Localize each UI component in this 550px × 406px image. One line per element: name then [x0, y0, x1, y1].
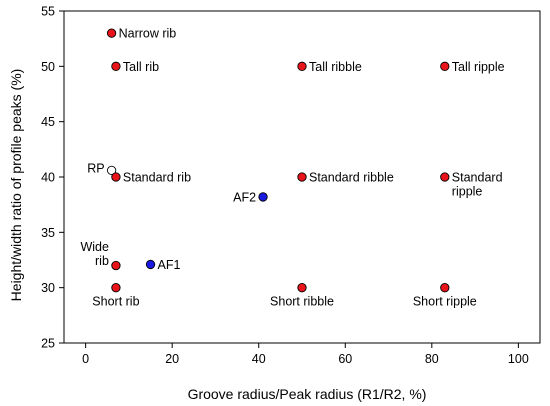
- x-tick-label: 20: [165, 352, 179, 366]
- y-tick-label: 40: [41, 171, 55, 185]
- data-point: [440, 61, 450, 71]
- point-labels: Narrow rib Tall rib Tall ribble Tall ripple…: [80, 27, 504, 309]
- point-label-line: Short ribble: [270, 295, 334, 309]
- data-point: [106, 165, 117, 176]
- data-point: [440, 283, 450, 293]
- point-label: Standard ribble: [309, 171, 394, 185]
- point-label-line: AF1: [158, 258, 181, 272]
- data-point: [111, 260, 121, 271]
- y-tick-label: 45: [41, 115, 55, 129]
- point-label: Short ribble: [270, 295, 334, 309]
- point-label: Tall ribble: [309, 60, 362, 74]
- y-tick-label: 35: [41, 226, 55, 240]
- data-point: [111, 172, 121, 182]
- point-label-line: rib: [95, 254, 109, 268]
- point-label: AF1: [158, 258, 181, 272]
- point-label: Short rib: [92, 295, 139, 309]
- x-tick-label: 80: [425, 352, 439, 366]
- data-point: [297, 61, 307, 71]
- data-point: [440, 172, 450, 182]
- data-point: [106, 28, 117, 38]
- data-point: [297, 172, 307, 182]
- data-point: [145, 259, 156, 270]
- point-label-line: AF2: [233, 190, 256, 204]
- point-label-line: Standard rib: [123, 171, 191, 185]
- point-label-line: Wide: [80, 240, 109, 254]
- point-label-line: RP: [87, 161, 104, 175]
- x-tick-label: 0: [82, 352, 89, 366]
- point-label: Wide rib: [80, 240, 109, 268]
- point-label-line: Standard: [452, 171, 503, 185]
- x-tick-label: 40: [252, 352, 266, 366]
- point-label-line: Standard ribble: [309, 171, 394, 185]
- point-label: Short ripple: [413, 295, 477, 309]
- point-label: AF2: [233, 190, 256, 204]
- point-label-line: Narrow rib: [119, 27, 177, 41]
- data-point: [258, 192, 268, 202]
- x-tick-label: 60: [338, 352, 352, 366]
- data-point: [111, 283, 121, 293]
- data-points: [106, 28, 450, 293]
- point-label-line: Short ripple: [413, 295, 477, 309]
- point-label: Standard rib: [123, 171, 191, 185]
- point-label-line: Tall ripple: [452, 60, 505, 74]
- point-label-line: Short rib: [92, 295, 139, 309]
- point-label: Standard ripple: [452, 171, 503, 199]
- y-tick-label: 30: [41, 281, 55, 295]
- point-label: Tall ripple: [452, 60, 505, 74]
- y-tick-label: 55: [41, 5, 55, 19]
- point-label-line: ripple: [452, 185, 483, 199]
- point-label-line: Tall rib: [123, 60, 159, 74]
- data-point: [111, 61, 121, 71]
- y-tick-label: 25: [41, 337, 55, 351]
- point-label-line: Tall ribble: [309, 60, 362, 74]
- point-label: RP: [87, 161, 104, 175]
- point-label: Tall rib: [123, 60, 159, 74]
- point-label: Narrow rib: [119, 27, 177, 41]
- axes: 0 20 40 60 80 100 25 30 35 40 45 50 55: [41, 5, 541, 366]
- x-axis-title: Groove radius/Peak radius (R1/R2, %): [188, 386, 427, 402]
- data-point: [297, 283, 307, 293]
- y-axis-title: Height/width ratio of profile peaks (%): [8, 69, 24, 302]
- x-tick-label: 100: [508, 352, 529, 366]
- y-tick-label: 50: [41, 60, 55, 74]
